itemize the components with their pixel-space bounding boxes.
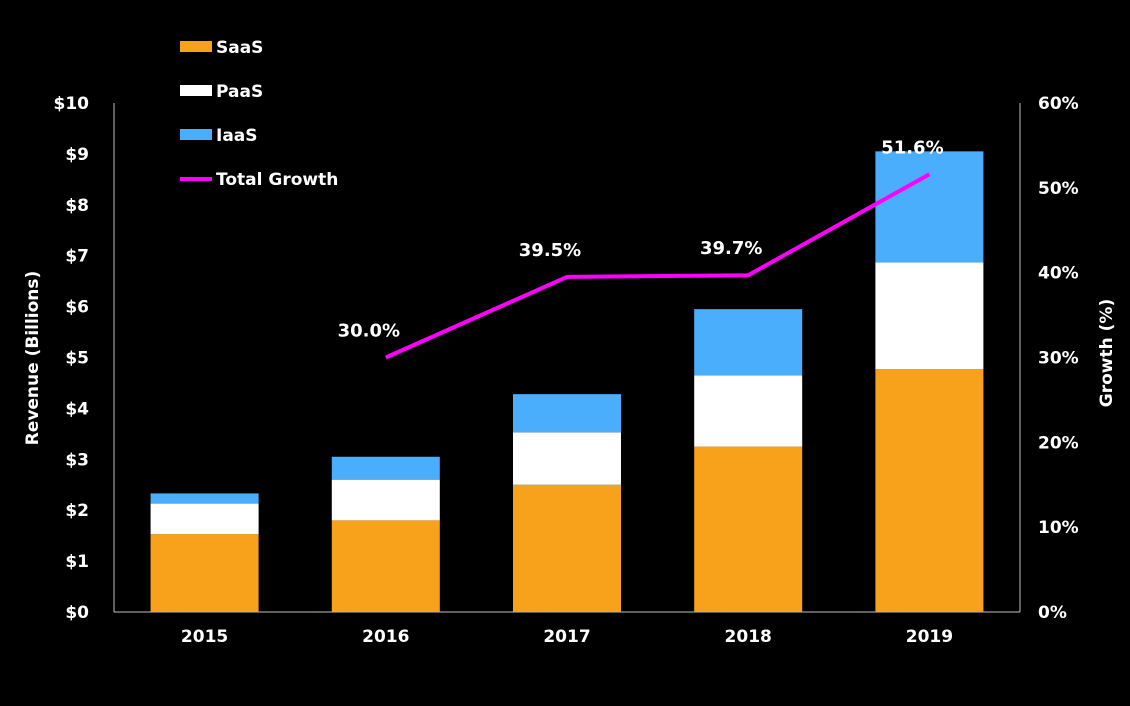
legend-label: IaaS: [216, 126, 258, 146]
y-left-tick-label: $6: [65, 298, 89, 318]
growth-line-layer: [384, 172, 931, 360]
y-right-tick-label: 20%: [1038, 433, 1079, 453]
legend-label: PaaS: [216, 82, 263, 102]
y-left-tick-label: $5: [65, 349, 89, 369]
y-right-tick-label: 40%: [1038, 264, 1079, 284]
x-tick-label: 2018: [725, 627, 772, 647]
bar-iaas-2015: [150, 493, 259, 504]
legend-swatch-saas: [180, 41, 212, 52]
bar-saas-2017: [513, 484, 621, 612]
legend: SaaS PaaS IaaS Total Growth: [180, 38, 338, 190]
growth-label: 30.0%: [338, 321, 400, 342]
growth-label: 51.6%: [881, 137, 943, 158]
y-right-tick-label: 50%: [1038, 179, 1079, 199]
x-tick-labels: 2015 2016 2017 2018 2019: [181, 627, 953, 647]
x-tick-label: 2019: [906, 627, 953, 647]
bars: [150, 151, 984, 612]
growth-label: 39.7%: [700, 238, 762, 259]
bar-paas-2016: [331, 479, 440, 521]
y-right-tick-label: 0%: [1038, 603, 1067, 623]
y-left-tick-label: $4: [65, 399, 89, 419]
x-tick-label: 2017: [543, 627, 590, 647]
y-right-tick-label: 10%: [1038, 518, 1079, 538]
bar-paas-2015: [150, 503, 259, 535]
bar-saas-2016: [331, 520, 440, 612]
legend-swatch-paas: [180, 85, 212, 96]
bar-iaas-2019: [875, 151, 984, 263]
y-left-tick-label: $1: [65, 552, 89, 572]
y-right-axis-label: Growth (%): [1097, 299, 1117, 407]
y-left-axis-label: Revenue (Billions): [23, 271, 43, 446]
legend-label: SaaS: [216, 38, 263, 58]
bar-iaas-2017: [513, 394, 621, 433]
y-left-tick-label: $9: [65, 145, 89, 165]
bar-paas-2017: [513, 432, 621, 485]
growth-line: [384, 172, 931, 360]
bar-saas-2019: [875, 369, 984, 612]
right-tick-labels: 0% 10% 20% 30% 40% 50% 60%: [1038, 94, 1079, 623]
bar-saas-2015: [150, 534, 259, 612]
growth-label: 39.5%: [519, 240, 581, 261]
y-left-tick-label: $8: [65, 196, 89, 216]
y-left-tick-label: $2: [65, 501, 89, 521]
legend-label: Total Growth: [216, 170, 338, 190]
y-left-tick-label: $0: [65, 603, 89, 623]
y-right-tick-label: 60%: [1038, 94, 1079, 114]
bar-paas-2018: [694, 375, 803, 447]
bar-saas-2018: [694, 446, 803, 612]
y-right-tick-label: 30%: [1038, 349, 1079, 369]
bar-iaas-2016: [331, 456, 440, 480]
y-left-tick-label: $3: [65, 450, 89, 470]
x-tick-label: 2015: [181, 627, 228, 647]
growth-labels: 30.0% 39.5% 39.7% 51.6%: [338, 137, 944, 341]
y-left-tick-label: $7: [65, 247, 89, 267]
legend-swatch-iaas: [180, 129, 212, 140]
left-tick-labels: $0 $1 $2 $3 $4 $5 $6 $7 $8 $9 $10: [54, 94, 90, 623]
bar-iaas-2018: [694, 309, 803, 376]
x-tick-label: 2016: [362, 627, 409, 647]
y-left-tick-label: $10: [54, 94, 90, 114]
bar-paas-2019: [875, 262, 984, 370]
